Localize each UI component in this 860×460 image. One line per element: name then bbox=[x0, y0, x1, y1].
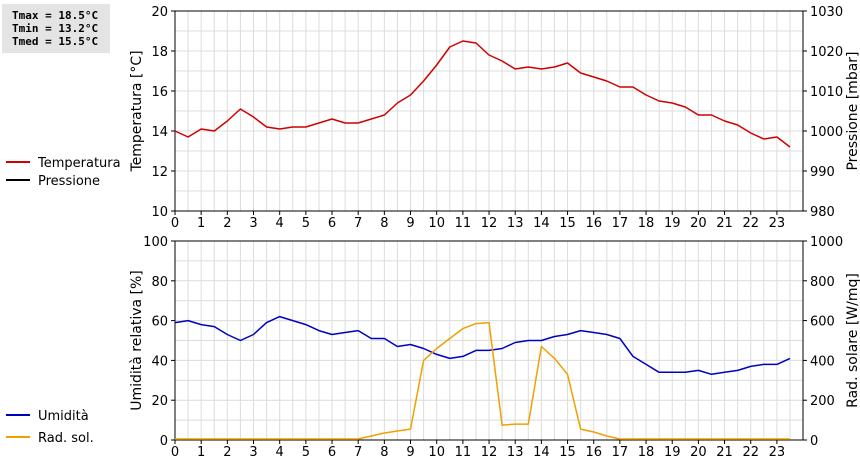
x-tick-label: 10 bbox=[428, 445, 445, 460]
x-tick-label: 6 bbox=[328, 445, 336, 460]
y-tick-label-left: 14 bbox=[151, 125, 168, 140]
legend-label: Pressione bbox=[38, 174, 100, 189]
legend-label: Umidità bbox=[38, 409, 89, 424]
x-tick-label: 9 bbox=[406, 216, 414, 231]
series-line-2-1 bbox=[174, 315, 791, 376]
y-tick-label-right: 990 bbox=[810, 165, 835, 180]
y-tick-label-right: 1000 bbox=[810, 235, 843, 250]
x-tick-label: 6 bbox=[328, 216, 336, 231]
x-tick-label: 14 bbox=[533, 216, 550, 231]
chart-panel-2: 0 1 2 3 4 5 6 7 8 9 10 11 12 13 14 15 16 17 18 19 20 21 22 2302… bbox=[6, 235, 860, 460]
y-tick-label-left: 40 bbox=[151, 354, 168, 369]
y-tick-label-left: 20 bbox=[151, 5, 168, 20]
x-tick-label: 23 bbox=[769, 445, 786, 460]
series-line-1-1 bbox=[174, 40, 791, 148]
x-tick-label: 10 bbox=[428, 216, 445, 231]
x-tick-label: 12 bbox=[481, 216, 498, 231]
y-tick-label-left: 20 bbox=[151, 394, 168, 409]
stat-tmed: Tmed = 15.5°C bbox=[12, 35, 99, 48]
y-tick-label-left: 80 bbox=[151, 275, 168, 290]
y-axis-title-right: Rad. solare [W/mq] bbox=[845, 273, 860, 408]
x-tick-label: 17 bbox=[612, 445, 629, 460]
y-axis-title-left: Temperatura [°C] bbox=[129, 50, 145, 172]
x-tick-label: 5 bbox=[302, 216, 310, 231]
y-tick-label-left: 12 bbox=[151, 165, 168, 180]
y-tick-label-right: 980 bbox=[810, 205, 835, 220]
x-tick-label: 18 bbox=[638, 445, 655, 460]
stat-tmax: Tmax = 18.5°C bbox=[12, 9, 99, 22]
y-tick-label-left: 60 bbox=[151, 315, 168, 330]
series-line-2-2 bbox=[175, 321, 790, 440]
x-tick-label: 17 bbox=[612, 216, 629, 231]
x-tick-label: 0 bbox=[171, 445, 179, 460]
stat-tmin: Tmin = 13.2°C bbox=[12, 22, 99, 35]
x-tick-label: 14 bbox=[533, 445, 550, 460]
x-tick-label: 9 bbox=[406, 445, 414, 460]
y-tick-label-right: 1020 bbox=[810, 45, 843, 60]
x-tick-label: 19 bbox=[664, 216, 681, 231]
x-tick-label: 0 bbox=[171, 216, 179, 231]
x-tick-label: 16 bbox=[585, 216, 602, 231]
legend-label: Temperatura bbox=[37, 156, 121, 171]
y-axis-title-right: Pressione [mbar] bbox=[845, 51, 860, 170]
x-tick-label: 21 bbox=[716, 445, 733, 460]
x-tick-label: 18 bbox=[638, 216, 655, 231]
x-tick-label: 13 bbox=[507, 445, 524, 460]
x-tick-label: 22 bbox=[742, 445, 759, 460]
x-tick-label: 8 bbox=[380, 216, 388, 231]
x-tick-label: 23 bbox=[769, 216, 786, 231]
x-tick-label: 4 bbox=[276, 216, 284, 231]
chart-panel-1: 0 1 2 3 4 5 6 7 8 9 10 11 12 13 14 15 16 17 18 19 20 21 22 2310… bbox=[6, 5, 860, 231]
x-tick-label: 13 bbox=[507, 216, 524, 231]
y-tick-label-left: 10 bbox=[151, 205, 168, 220]
x-tick-label: 4 bbox=[276, 445, 284, 460]
x-tick-label: 11 bbox=[455, 445, 472, 460]
x-tick-label: 5 bbox=[302, 445, 310, 460]
y-tick-label-right: 600 bbox=[810, 315, 835, 330]
y-tick-label-right: 400 bbox=[810, 354, 835, 369]
x-tick-label: 20 bbox=[690, 216, 707, 231]
x-tick-label: 21 bbox=[716, 216, 733, 231]
x-tick-label: 20 bbox=[690, 445, 707, 460]
x-tick-label: 12 bbox=[481, 445, 498, 460]
x-tick-label: 7 bbox=[354, 216, 362, 231]
x-tick-label: 3 bbox=[249, 216, 257, 231]
y-tick-label-left: 0 bbox=[160, 434, 168, 449]
y-tick-label-right: 200 bbox=[810, 394, 835, 409]
x-tick-label: 15 bbox=[559, 445, 576, 460]
y-axis-title-left: Umidità relativa [%] bbox=[129, 270, 145, 411]
x-tick-label: 22 bbox=[742, 216, 759, 231]
y-tick-label-right: 1030 bbox=[810, 5, 843, 20]
x-tick-label: 15 bbox=[559, 216, 576, 231]
x-tick-label: 2 bbox=[223, 445, 231, 460]
y-tick-label-right: 800 bbox=[810, 275, 835, 290]
y-tick-label-left: 16 bbox=[151, 85, 168, 100]
y-tick-label-right: 1010 bbox=[810, 85, 843, 100]
y-tick-label-right: 1000 bbox=[810, 125, 843, 140]
x-tick-label: 19 bbox=[664, 445, 681, 460]
x-tick-label: 11 bbox=[455, 216, 472, 231]
x-tick-label: 1 bbox=[197, 216, 205, 231]
y-tick-label-right: 0 bbox=[810, 434, 818, 449]
x-tick-label: 8 bbox=[380, 445, 388, 460]
y-tick-label-left: 18 bbox=[151, 45, 168, 60]
y-tick-label-left: 100 bbox=[143, 235, 168, 250]
x-tick-label: 3 bbox=[249, 445, 257, 460]
x-tick-label: 7 bbox=[354, 445, 362, 460]
x-tick-label: 1 bbox=[197, 445, 205, 460]
legend-label: Rad. sol. bbox=[38, 431, 94, 446]
x-tick-label: 2 bbox=[223, 216, 231, 231]
stats-box: Tmax = 18.5°C Tmin = 13.2°C Tmed = 15.5°… bbox=[2, 4, 110, 53]
x-tick-label: 16 bbox=[585, 445, 602, 460]
